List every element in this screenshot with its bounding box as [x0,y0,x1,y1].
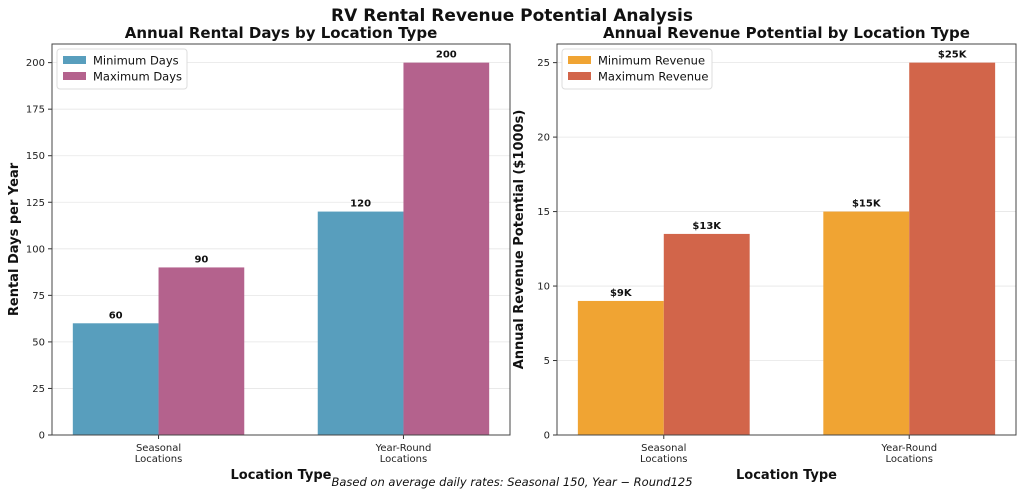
data-label: 200 [436,50,457,61]
data-label: 90 [194,254,208,265]
data-label: $13K [692,221,722,232]
x-axis-label: Location Type [231,468,332,483]
y-tick-label: 200 [26,58,45,69]
legend-label: Minimum Revenue [598,54,705,68]
legend: Minimum Revenue Maximum Revenue [561,48,713,90]
legend-swatch [63,56,86,64]
y-tick-label: 15 [537,207,550,218]
legend-label: Maximum Days [93,70,182,84]
x-tick-label-line: Locations [640,454,688,465]
chart-1: 0 25 50 75 100 125 150 175 200 60 120 90 200 Seasonal… [7,24,511,483]
x-tick-label-line: Locations [135,454,183,465]
y-axis-label: Annual Revenue Potential ($1000s) [512,110,527,370]
bar-minimum-days [72,323,159,435]
y-tick-label: 0 [39,431,45,442]
x-tick-label: Year-Round Locations [880,443,937,465]
x-tick-label-line: Locations [380,454,428,465]
data-label: 120 [350,199,371,210]
x-tick-label-line: Seasonal [641,443,686,454]
chart-title: Annual Rental Days by Location Type [125,24,438,42]
x-tick-label: Year-Round Locations [375,443,432,465]
y-tick-label: 25 [537,58,550,69]
legend-swatch [568,56,591,64]
y-tick-label: 25 [32,384,45,395]
y-tick-label: 125 [26,198,45,209]
x-tick-label-line: Locations [885,454,933,465]
suptitle: RV Rental Revenue Potential Analysis [331,6,693,26]
y-tick-label: 50 [32,337,45,348]
y-tick-label: 100 [26,244,45,255]
axes-frame [556,43,1017,436]
legend: Minimum Days Maximum Days [56,48,188,90]
y-tick-label: 75 [32,291,45,302]
legend-label: Minimum Days [93,54,179,68]
bar-maximum-revenue [663,233,750,435]
y-tick-label: 0 [544,431,550,442]
legend-frame [56,48,188,90]
data-label: 60 [109,310,123,321]
x-tick-label-line: Seasonal [136,443,181,454]
y-tick-label: 10 [537,282,550,293]
x-tick-label-line: Year-Round [375,443,432,454]
footnote: Based on average daily rates: Seasonal 1… [331,475,692,489]
y-tick-label: 175 [26,105,45,116]
x-axis-label: Location Type [736,468,837,483]
y-tick-label: 150 [26,151,45,162]
legend-frame [561,48,713,90]
chart-title: Annual Revenue Potential by Location Typ… [603,24,970,42]
x-tick-label-line: Year-Round [880,443,937,454]
x-tick-label: Seasonal Locations [135,443,183,465]
bar-maximum-days [158,267,245,435]
legend-label: Maximum Revenue [598,70,708,84]
y-axis-label: Rental Days per Year [7,162,22,316]
bar-minimum-days [317,211,404,435]
axes-frame [51,43,511,436]
data-label: $15K [852,199,882,210]
bar-minimum-revenue [823,211,910,435]
bar-maximum-days [403,62,490,435]
data-label: $25K [938,50,968,61]
bar-minimum-revenue [577,300,664,435]
data-label: $9K [610,288,633,299]
x-tick-label: Seasonal Locations [640,443,688,465]
y-tick-label: 20 [537,133,550,144]
y-tick-label: 5 [544,356,550,367]
legend-swatch [63,72,86,80]
legend-swatch [568,72,591,80]
bar-maximum-revenue [909,62,996,435]
